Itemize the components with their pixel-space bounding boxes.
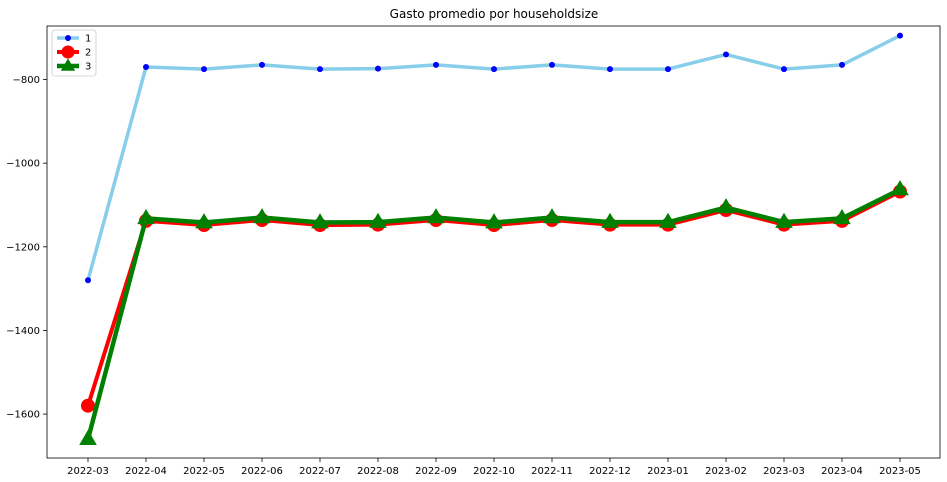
y-tick-label: −1400 bbox=[6, 326, 40, 337]
legend-marker bbox=[60, 58, 76, 71]
data-point bbox=[723, 51, 729, 58]
x-tick-label: 2022-04 bbox=[125, 466, 167, 477]
x-tick-label: 2023-05 bbox=[879, 466, 921, 477]
data-point bbox=[427, 208, 445, 224]
data-point bbox=[85, 277, 91, 284]
plot-frame bbox=[46, 25, 941, 459]
data-point bbox=[201, 66, 207, 73]
legend-marker bbox=[61, 45, 75, 59]
data-point bbox=[137, 208, 155, 225]
data-point bbox=[375, 65, 381, 72]
legend-entry: 2 bbox=[57, 45, 91, 59]
y-tick-label: −1000 bbox=[6, 159, 40, 170]
series-1 bbox=[85, 32, 903, 284]
legend-label: 1 bbox=[85, 34, 91, 45]
data-point bbox=[259, 61, 265, 68]
data-point bbox=[897, 32, 903, 39]
x-tick-label: 2022-12 bbox=[589, 466, 631, 477]
data-point bbox=[717, 198, 735, 214]
series-3 bbox=[79, 180, 909, 445]
y-tick-label: −1600 bbox=[6, 410, 40, 421]
x-axis: 2022-03 2022-04 2022-05 2022-06 2022-07 2022-… bbox=[67, 458, 921, 477]
data-point bbox=[81, 398, 95, 413]
x-tick-label: 2022-03 bbox=[67, 466, 109, 477]
data-point bbox=[781, 66, 787, 73]
data-point bbox=[601, 212, 619, 228]
data-point bbox=[485, 213, 503, 229]
x-tick-label: 2022-09 bbox=[415, 466, 457, 477]
x-tick-label: 2023-03 bbox=[763, 466, 805, 477]
x-tick-label: 2022-08 bbox=[357, 466, 399, 477]
data-point bbox=[369, 212, 387, 228]
x-tick-label: 2022-05 bbox=[183, 466, 225, 477]
y-tick-label: −800 bbox=[13, 75, 40, 86]
x-tick-label: 2022-06 bbox=[241, 466, 283, 477]
data-point bbox=[317, 66, 323, 73]
legend-label: 2 bbox=[85, 48, 91, 59]
data-point bbox=[491, 66, 497, 73]
data-point bbox=[549, 61, 555, 68]
series-layer bbox=[79, 32, 909, 445]
chart-title: Gasto promedio por householdsize bbox=[390, 7, 599, 21]
legend-label: 3 bbox=[85, 62, 91, 73]
legend-entry: 3 bbox=[57, 58, 91, 73]
x-tick-label: 2023-02 bbox=[705, 466, 747, 477]
y-tick-label: −1200 bbox=[6, 242, 40, 253]
legend-entry: 1 bbox=[57, 34, 91, 45]
x-tick-label: 2022-11 bbox=[531, 466, 573, 477]
legend: 1 2 3 bbox=[51, 29, 97, 77]
legend-marker bbox=[65, 35, 71, 41]
data-point bbox=[607, 66, 613, 73]
data-point bbox=[775, 212, 793, 228]
data-point bbox=[665, 66, 671, 73]
data-point bbox=[659, 212, 677, 228]
x-tick-label: 2023-01 bbox=[647, 466, 689, 477]
data-point bbox=[311, 213, 329, 229]
x-tick-label: 2022-07 bbox=[299, 466, 341, 477]
data-point bbox=[543, 208, 561, 224]
data-point bbox=[891, 180, 909, 196]
data-point bbox=[253, 208, 271, 224]
data-point bbox=[143, 63, 149, 70]
data-point bbox=[195, 213, 213, 229]
data-point bbox=[833, 208, 851, 225]
x-tick-label: 2023-04 bbox=[821, 466, 863, 477]
y-axis: −800 −1000 −1200 −1400 −1600 bbox=[6, 75, 47, 421]
data-point bbox=[433, 61, 439, 68]
data-point bbox=[839, 61, 845, 68]
x-tick-label: 2022-10 bbox=[473, 466, 515, 477]
data-point bbox=[79, 429, 97, 445]
